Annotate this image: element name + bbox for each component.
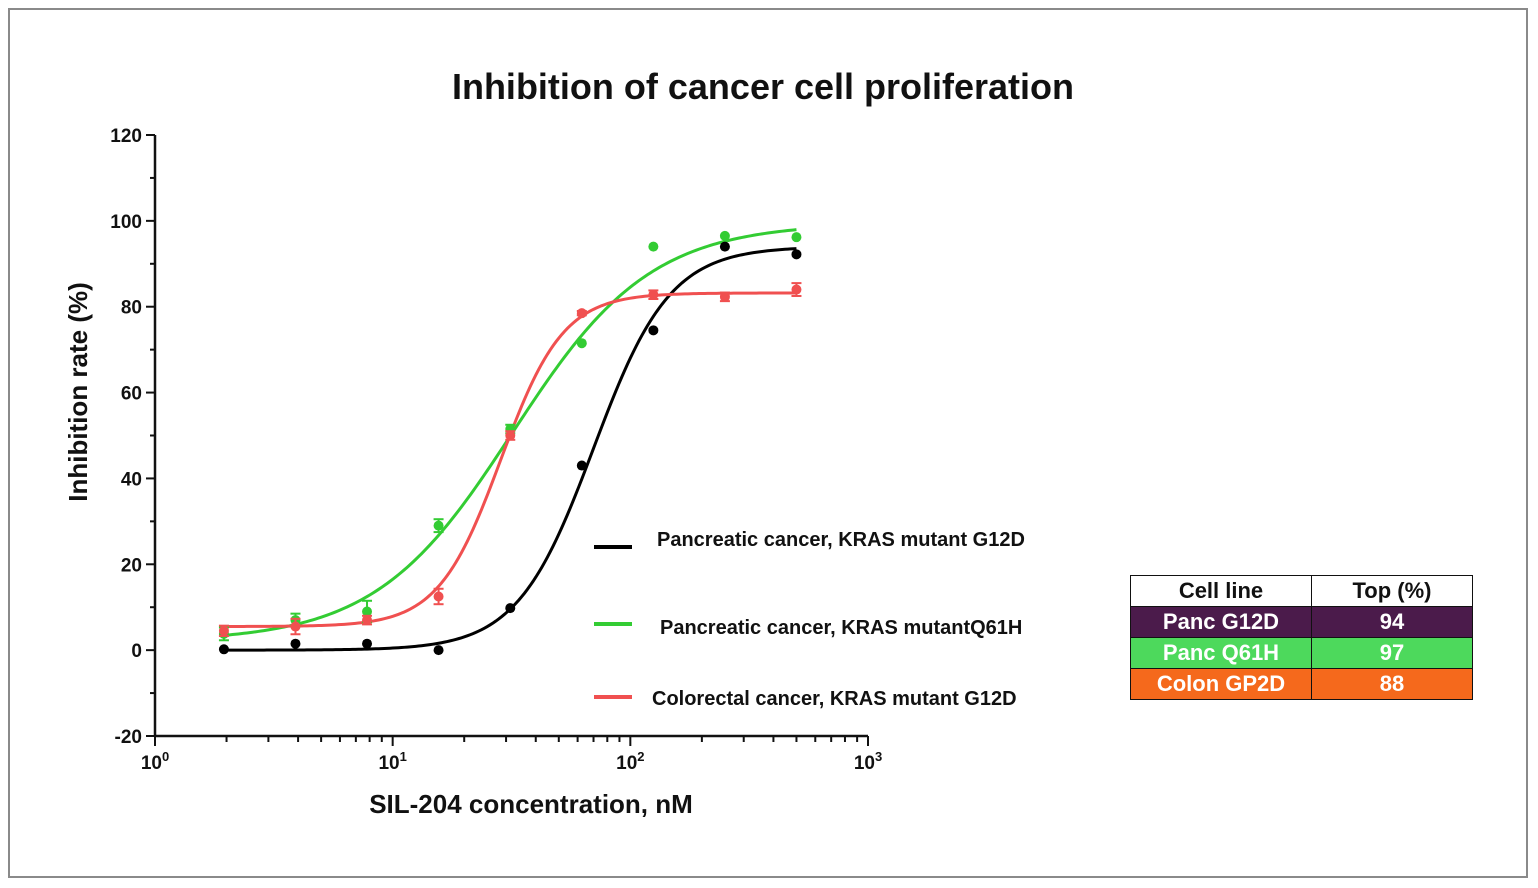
x-tick-label: 102 [616,749,644,774]
data-point-1 [719,230,730,241]
axes: -20 0 20 40 60 80 100 120 100 101 102 103 [110,126,882,774]
data-point-0 [505,603,516,614]
y-tick-label: 100 [110,212,142,233]
data-point-0 [218,644,229,655]
top-values-table: Cell line Top (%) Panc G12D 94 Panc Q61H… [1130,575,1473,700]
x-tick-label: 101 [378,749,406,774]
y-axis-title: Inhibition rate (%) [63,282,93,502]
data-point-2 [719,291,730,302]
data-point-2 [362,615,373,626]
header-cell-line: Cell line [1130,575,1312,607]
data-point-2 [505,430,516,441]
table-row: Panc Q61H 97 [1130,637,1473,669]
cell-line-name: Panc G12D [1130,606,1312,638]
data-point-2 [648,289,659,300]
fit-curve-0 [223,247,797,652]
x-tick-label: 103 [854,749,882,774]
y-tick-label: 40 [121,469,142,490]
y-tick-label: 80 [121,298,142,319]
data-point-1 [433,520,444,531]
data-point-0 [791,249,802,260]
data-point-1 [791,232,802,243]
top-value: 94 [1311,606,1473,638]
header-top: Top (%) [1311,575,1473,607]
y-tick-label: 60 [121,384,142,405]
data-point-0 [290,638,301,649]
top-value: 88 [1311,668,1473,700]
data-point-2 [218,625,229,636]
cell-line-name: Panc Q61H [1130,637,1312,669]
chart-title: Inhibition of cancer cell proliferation [452,66,1074,107]
legend: Pancreatic cancer, KRAS mutant G12D Panc… [594,529,1025,710]
cell-line-name: Colon GP2D [1130,668,1312,700]
data-point-0 [433,645,444,656]
data-point-0 [719,241,730,252]
x-axis-title: SIL-204 concentration, nM [369,789,693,819]
data-point-0 [576,460,587,471]
data-point-2 [791,284,802,295]
data-point-0 [362,638,373,649]
y-tick-label: 120 [110,126,142,147]
top-value: 97 [1311,637,1473,669]
y-tick-label: 20 [121,555,142,576]
legend-label-g12d-panc: Pancreatic cancer, KRAS mutant G12D [657,529,1025,551]
legend-label-colorectal: Colorectal cancer, KRAS mutant G12D [652,688,1017,710]
data-point-2 [290,621,301,632]
data-point-0 [648,325,659,336]
table-row: Colon GP2D 88 [1130,668,1473,700]
y-tick-label: 0 [131,641,142,662]
data-point-1 [576,338,587,349]
fit-curve-2 [223,291,797,628]
data-points [218,230,802,656]
table-row: Panc G12D 94 [1130,606,1473,638]
data-point-1 [648,241,659,252]
y-tick-label: -20 [115,727,142,748]
figure-frame [8,8,1528,878]
x-tick-label: 100 [141,749,169,774]
data-point-2 [433,591,444,602]
table-header-row: Cell line Top (%) [1130,575,1473,607]
legend-label-q61h-panc: Pancreatic cancer, KRAS mutantQ61H [660,617,1022,639]
data-point-1 [362,606,373,617]
data-point-2 [576,308,587,319]
